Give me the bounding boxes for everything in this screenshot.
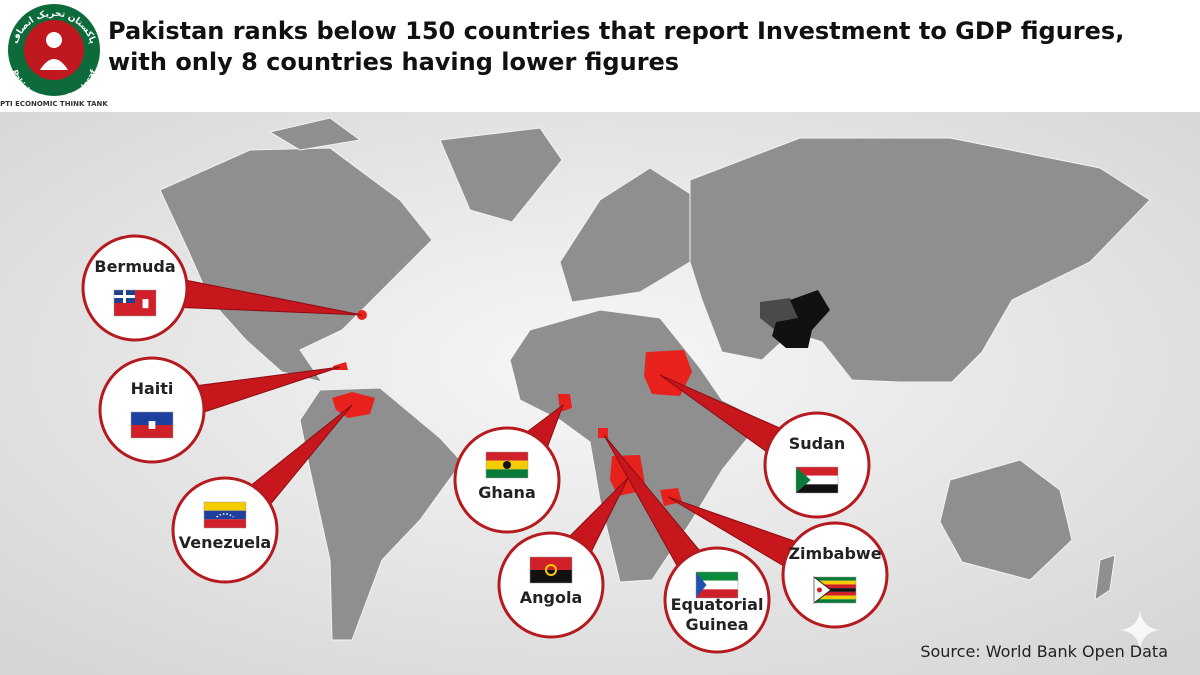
flag-border xyxy=(203,501,247,529)
flag-stripe xyxy=(814,580,856,585)
pakistan xyxy=(772,290,830,348)
callout-label: Sudan xyxy=(789,434,846,453)
callout: Haiti xyxy=(98,356,341,464)
callouts: Bermuda Haiti Venezuela Ghana Angola Equatori… xyxy=(81,234,889,654)
flag-triangle xyxy=(696,572,707,598)
callout-label: Venezuela xyxy=(179,533,271,552)
callout: Ghana xyxy=(453,403,565,534)
flag xyxy=(695,571,739,599)
flag xyxy=(130,411,174,439)
flag-stripe xyxy=(696,580,738,590)
flag xyxy=(203,501,247,529)
flag xyxy=(485,451,529,479)
callout: Angola xyxy=(497,477,629,639)
flag xyxy=(813,576,857,604)
callout-label: Angola xyxy=(520,588,583,607)
flag-emblem xyxy=(545,564,557,576)
logo: پاکستان تحریک انصاف Pakistan Tehreek-e-I… xyxy=(0,4,108,108)
flag-triangle xyxy=(796,467,811,493)
callout-circle xyxy=(81,234,189,342)
callout-label: Haiti xyxy=(131,379,174,398)
flag xyxy=(795,466,839,494)
callout: Sudan xyxy=(659,374,871,519)
flag-stripe xyxy=(486,452,528,461)
callout-label: Ghana xyxy=(478,483,536,502)
flag-stripe xyxy=(796,475,838,485)
callout-label: Zimbabwe xyxy=(788,544,881,563)
flag-shield xyxy=(142,299,149,309)
australia xyxy=(939,459,1073,581)
greenland xyxy=(439,127,563,223)
logo-figure xyxy=(46,32,62,48)
flag-cross xyxy=(114,290,135,303)
callout-circle xyxy=(98,356,206,464)
callout-circle xyxy=(763,411,871,519)
callout: Venezuela xyxy=(171,404,353,584)
flag-border xyxy=(695,571,739,599)
callout-circle xyxy=(497,531,605,639)
flag-border xyxy=(813,576,857,604)
callout-circle xyxy=(171,476,279,584)
flag-border xyxy=(485,451,529,479)
flag-stripe xyxy=(131,412,173,425)
flag-stripe xyxy=(814,591,856,596)
flag-stripe xyxy=(696,589,738,598)
north-america xyxy=(159,147,433,383)
flag-stripe xyxy=(204,502,246,511)
callout-label: Bermuda xyxy=(94,257,175,276)
callout: Equatorial Guinea xyxy=(603,434,771,654)
flag-star xyxy=(816,587,822,593)
flag-stripe xyxy=(814,595,856,600)
callout-circle xyxy=(453,426,561,534)
flag-stripe xyxy=(131,425,173,438)
flag-stripe xyxy=(204,510,246,520)
logo-figure xyxy=(40,59,68,70)
callout: Zimbabwe xyxy=(667,496,889,629)
flag-star xyxy=(503,461,511,469)
flag-stripe xyxy=(696,572,738,581)
logo-center xyxy=(24,20,84,80)
flag-border xyxy=(795,466,839,494)
flag-emblem xyxy=(148,421,156,429)
sparkle-icon xyxy=(1120,610,1160,650)
flag-border xyxy=(529,556,573,584)
flag-border xyxy=(130,411,174,439)
flag-stripe xyxy=(814,599,856,603)
callout-circle xyxy=(663,546,771,654)
callout-label: Equatorial Guinea xyxy=(671,595,764,634)
flag-stripe xyxy=(530,570,572,583)
south-america xyxy=(299,387,463,641)
flag-stripe xyxy=(814,577,856,581)
flag-stripe xyxy=(814,588,856,592)
flag-stripe xyxy=(486,469,528,478)
flag-stripe xyxy=(796,467,838,476)
callout-circle xyxy=(781,521,889,629)
arctic-islands xyxy=(268,117,362,151)
flag-border xyxy=(113,289,157,317)
flag-stripe xyxy=(814,584,856,589)
equatorial-guinea-shape xyxy=(598,428,608,438)
flag xyxy=(113,289,157,317)
new-zealand xyxy=(1094,554,1116,602)
logo-caption: PTI ECONOMIC THINK TANK xyxy=(0,100,108,108)
highlighted-countries xyxy=(332,310,692,506)
flag-stripe xyxy=(530,557,572,570)
venezuela-shape xyxy=(332,392,375,418)
source: Source: World Bank Open Data xyxy=(920,642,1168,661)
title: Pakistan ranks below 150 countries that … xyxy=(108,17,1125,76)
flag-stripe xyxy=(796,484,838,493)
flag-stripe xyxy=(204,519,246,528)
flag xyxy=(529,556,573,584)
callout: Bermuda xyxy=(81,234,363,342)
